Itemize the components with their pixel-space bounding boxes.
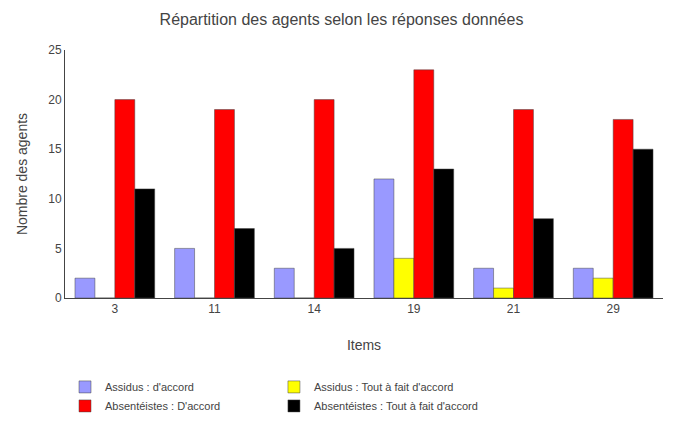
svg-text:11: 11	[208, 302, 221, 316]
svg-text:Assidus : Tout à fait d'accord: Assidus : Tout à fait d'accord	[314, 381, 453, 393]
svg-text:21: 21	[507, 302, 521, 316]
svg-text:3: 3	[111, 302, 118, 316]
svg-text:Absentéistes : Tout à fait d'a: Absentéistes : Tout à fait d'accord	[314, 400, 478, 412]
svg-text:29: 29	[606, 302, 620, 316]
svg-text:5: 5	[55, 242, 62, 256]
svg-text:Nombre des agents: Nombre des agents	[14, 113, 30, 235]
svg-text:Items: Items	[347, 337, 381, 353]
svg-text:10: 10	[48, 192, 62, 206]
svg-text:19: 19	[407, 302, 421, 316]
svg-text:Absentéistes : D'accord: Absentéistes : D'accord	[105, 400, 220, 412]
svg-text:25: 25	[48, 43, 62, 57]
svg-text:Assidus : d'accord: Assidus : d'accord	[105, 381, 194, 393]
svg-text:20: 20	[48, 93, 62, 107]
svg-text:15: 15	[48, 142, 62, 156]
svg-text:14: 14	[307, 302, 321, 316]
svg-text:Répartition des agents selon l: Répartition des agents selon les réponse…	[160, 11, 524, 28]
svg-text:0: 0	[55, 291, 62, 305]
